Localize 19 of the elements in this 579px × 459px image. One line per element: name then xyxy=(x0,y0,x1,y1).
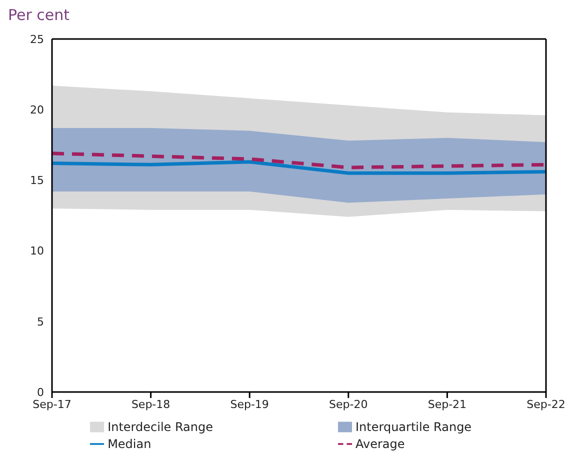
x-tick-label: Sep-17 xyxy=(32,398,72,411)
line-series xyxy=(52,152,546,170)
legend-label: Average xyxy=(356,437,405,451)
line-series xyxy=(52,160,546,175)
x-tick-label: Sep-20 xyxy=(329,398,368,411)
legend-label: Interdecile Range xyxy=(108,420,214,434)
x-tick-label: Sep-21 xyxy=(428,398,467,411)
x-tick-label: Sep-22 xyxy=(526,398,566,411)
y-tick-label: 10 xyxy=(30,244,44,258)
y-tick-label: 5 xyxy=(37,315,44,328)
y-tick-label: 0 xyxy=(37,386,44,399)
legend-label: Interquartile Range xyxy=(356,420,472,434)
y-axis-title: Per cent xyxy=(8,6,71,26)
y-tick-label: 25 xyxy=(30,32,44,46)
legend-label: Median xyxy=(108,437,152,451)
x-tick-label: Sep-19 xyxy=(230,398,269,411)
y-tick-label: 15 xyxy=(30,174,44,188)
x-tick-label: Sep-18 xyxy=(131,398,170,411)
y-tick-label: 20 xyxy=(30,104,44,117)
